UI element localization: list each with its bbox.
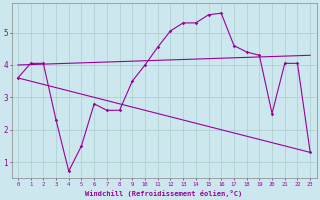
X-axis label: Windchill (Refroidissement éolien,°C): Windchill (Refroidissement éolien,°C)	[85, 190, 243, 197]
